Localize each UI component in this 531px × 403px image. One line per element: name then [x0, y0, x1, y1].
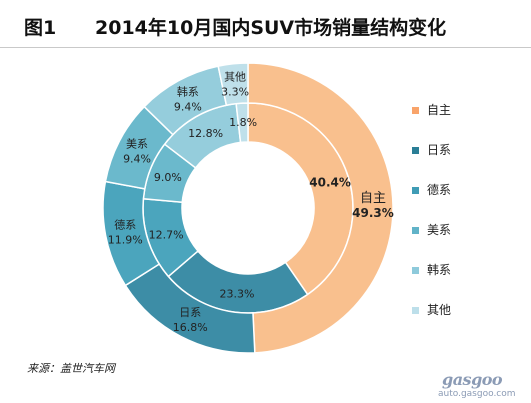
legend-item-4: 韩系 [412, 260, 451, 281]
legend-swatch-0 [412, 107, 419, 114]
inner-label-3: 9.0% [154, 171, 182, 184]
outer-label-name-5: 其他 [224, 71, 246, 84]
inner-label-5: 1.8% [229, 116, 257, 129]
legend-item-1: 日系 [412, 140, 451, 161]
title-bar: 图1 2014年10月国内SUV市场销量结构变化 [0, 0, 531, 47]
watermark: gasgoo auto.gasgoo.com [430, 364, 526, 400]
legend-label-3: 美系 [427, 223, 452, 237]
outer-label-value-1: 16.8% [173, 321, 208, 334]
legend-label-1: 日系 [427, 143, 452, 157]
outer-slice-5 [217, 62, 249, 107]
inner-label-1: 23.3% [219, 287, 254, 300]
watermark-logo: gasgoo [442, 370, 503, 389]
chart-legend: 自主日系德系美系韩系其他 [412, 100, 451, 340]
legend-label-4: 韩系 [427, 263, 452, 277]
legend-swatch-4 [412, 267, 419, 274]
legend-swatch-3 [412, 227, 419, 234]
legend-label-2: 德系 [427, 183, 452, 197]
legend-item-2: 德系 [412, 180, 451, 201]
legend-label-5: 其他 [427, 303, 452, 317]
outer-label-name-0: 自主 [360, 191, 386, 206]
outer-label-name-4: 韩系 [177, 84, 199, 98]
legend-item-0: 自主 [412, 100, 451, 121]
outer-label-value-2: 11.9% [108, 234, 143, 247]
outer-label-value-4: 9.4% [174, 100, 202, 113]
chart-title: 2014年10月国内SUV市场销量结构变化 [95, 17, 447, 39]
legend-item-5: 其他 [412, 300, 451, 321]
legend-swatch-2 [412, 187, 419, 194]
legend-swatch-1 [412, 147, 419, 154]
legend-item-3: 美系 [412, 220, 451, 241]
title-divider [0, 47, 531, 48]
outer-label-name-2: 德系 [114, 218, 136, 232]
inner-label-2: 12.7% [149, 228, 184, 241]
outer-label-value-5: 3.3% [221, 86, 249, 99]
outer-slice-0 [247, 62, 394, 354]
legend-swatch-5 [412, 307, 419, 314]
legend-label-0: 自主 [427, 103, 452, 117]
source-note: 来源：盖世汽车网 [27, 362, 115, 375]
inner-label-4: 12.8% [188, 127, 223, 140]
inner-label-0: 40.4% [309, 175, 351, 189]
outer-label-name-1: 日系 [179, 306, 201, 319]
outer-label-value-0: 49.3% [352, 206, 394, 220]
outer-label-value-3: 9.4% [123, 152, 151, 165]
figure-label: 图1 [24, 17, 57, 39]
outer-label-name-3: 美系 [126, 137, 148, 150]
watermark-url: auto.gasgoo.com [438, 389, 516, 399]
